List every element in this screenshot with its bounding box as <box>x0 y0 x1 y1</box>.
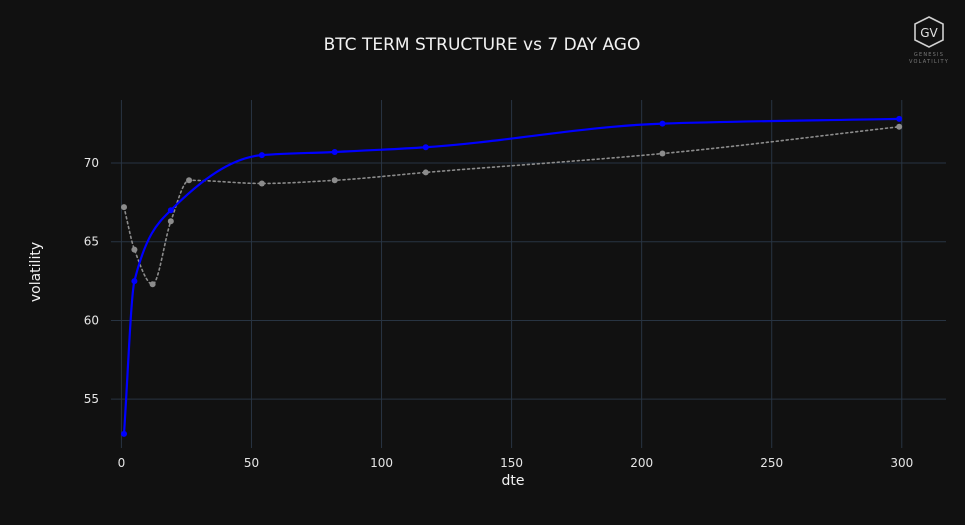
series-line-current <box>122 117 901 435</box>
data-point-seven_days_ago <box>422 169 429 176</box>
x-tick-label: 50 <box>244 456 259 470</box>
x-tick-label: 200 <box>630 456 653 470</box>
data-point-seven_days_ago <box>167 218 174 225</box>
chart-title: BTC TERM STRUCTURE vs 7 DAY AGO <box>324 35 641 55</box>
y-tick-label: 55 <box>84 392 99 406</box>
tick-labels: 0 50 100 150 200 250 300 55 60 65 70 <box>84 156 914 470</box>
x-tick-label: 0 <box>118 456 126 470</box>
logo-line-1: GENESIS <box>914 52 944 58</box>
y-tick-label: 65 <box>84 235 99 249</box>
y-tick-label: 70 <box>84 156 99 170</box>
data-point-current <box>422 144 429 151</box>
data-point-seven_days_ago <box>659 150 666 157</box>
data-point-seven_days_ago <box>258 180 265 187</box>
data-point-seven_days_ago <box>331 177 338 184</box>
data-point-current <box>167 207 174 214</box>
y-tick-label: 60 <box>84 313 99 327</box>
grid <box>111 100 946 448</box>
data-point-current <box>896 115 903 122</box>
data-point-current <box>131 278 138 285</box>
data-point-current <box>331 148 338 155</box>
y-axis-title: volatility <box>28 242 44 302</box>
logo-line-2: VOLATILITY <box>909 59 949 65</box>
data-point-seven_days_ago <box>121 204 128 211</box>
x-axis-title: dte <box>502 473 525 489</box>
data-point-seven_days_ago <box>149 281 156 288</box>
data-point-seven_days_ago <box>186 177 193 184</box>
x-tick-label: 150 <box>500 456 523 470</box>
x-tick-label: 100 <box>370 456 393 470</box>
series-layer <box>121 115 903 437</box>
x-tick-label: 300 <box>890 456 913 470</box>
logo-initials: GV <box>920 26 938 40</box>
data-point-current <box>258 152 265 159</box>
series-seven_days_ago <box>121 123 903 288</box>
logo-hexagon-icon <box>914 16 944 48</box>
x-tick-label: 250 <box>760 456 783 470</box>
data-point-seven_days_ago <box>896 123 903 130</box>
data-point-current <box>659 120 666 127</box>
series-current <box>121 115 903 437</box>
genesis-volatility-logo: GV GENESIS VOLATILITY <box>909 16 949 65</box>
data-point-seven_days_ago <box>131 246 138 253</box>
data-point-current <box>121 430 128 437</box>
